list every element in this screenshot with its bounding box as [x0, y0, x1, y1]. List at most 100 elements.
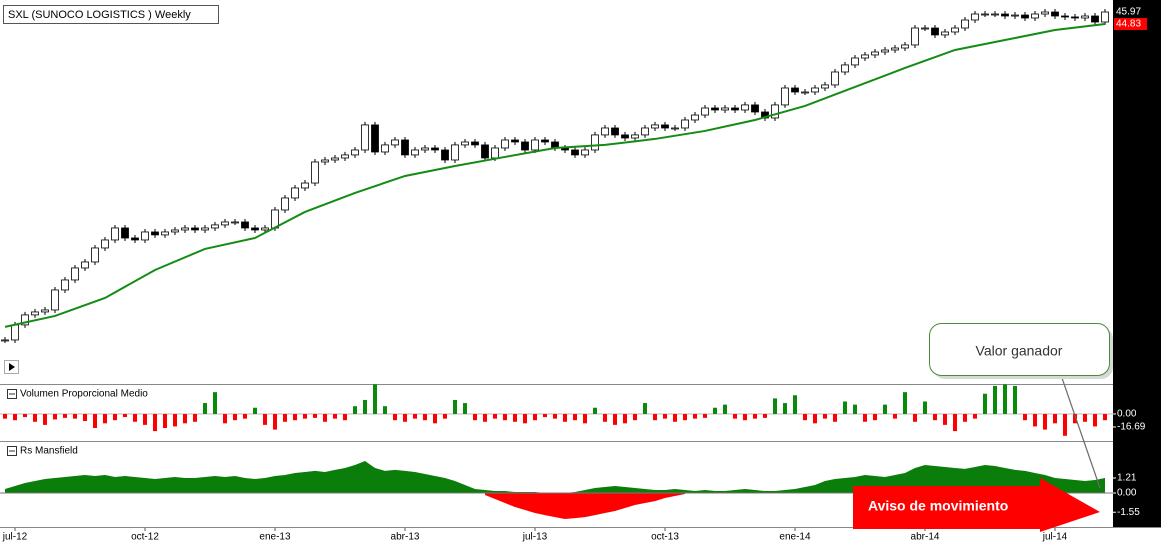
- callout-pointer: [1061, 377, 1101, 489]
- candle-body: [541, 139, 549, 143]
- candle-body: [51, 289, 59, 311]
- candle-body: [741, 104, 749, 111]
- volume-bar: [933, 413, 937, 421]
- candle-body: [1081, 15, 1089, 19]
- volume-bar: [553, 413, 557, 419]
- volume-bar: [463, 403, 467, 414]
- candle-body: [501, 139, 509, 149]
- candle-body: [831, 71, 839, 86]
- candle-body: [171, 229, 179, 233]
- candle-body: [371, 124, 379, 153]
- x-tick-label: ene-13: [259, 532, 291, 543]
- candle-body: [1091, 15, 1099, 23]
- candle-body: [91, 247, 99, 263]
- x-tick-label: abr-13: [391, 532, 420, 543]
- volume-bar: [893, 413, 897, 419]
- candle-body: [411, 149, 419, 156]
- volume-bar: [1013, 385, 1017, 414]
- volume-bar: [193, 413, 197, 422]
- candle-body: [291, 187, 299, 199]
- candle-body: [201, 227, 209, 231]
- volume-bar: [1053, 413, 1057, 424]
- volume-bar: [223, 413, 227, 424]
- candle-body: [971, 13, 979, 21]
- candle-body: [471, 141, 479, 146]
- candle-body: [711, 107, 719, 111]
- candle-body: [151, 231, 159, 236]
- candle-body: [621, 134, 629, 139]
- volume-bar: [73, 413, 77, 419]
- volume-bar: [183, 413, 187, 424]
- volume-bar: [303, 413, 307, 419]
- candle-body: [331, 157, 339, 161]
- candle-body: [1011, 14, 1019, 17]
- candle-body: [721, 107, 729, 111]
- candle-body: [1051, 11, 1059, 17]
- candle-body: [141, 231, 149, 241]
- volume-bar: [413, 413, 417, 419]
- candle-body: [1, 339, 9, 342]
- candle-body: [21, 314, 29, 326]
- volume-bar: [533, 413, 537, 421]
- candle-body: [851, 57, 859, 66]
- volume-bar: [513, 413, 517, 422]
- volume-bar: [713, 407, 717, 414]
- volume-bar: [853, 404, 857, 414]
- candle-body: [911, 27, 919, 46]
- candle-body: [41, 309, 49, 313]
- volume-bar: [983, 393, 987, 414]
- layer-plot: [0, 5, 1147, 531]
- candle-body: [221, 221, 229, 226]
- y-tick-label: -16.69: [1117, 422, 1146, 433]
- volume-bar: [453, 399, 457, 414]
- y-tick-label: 0.00: [1117, 488, 1137, 499]
- volume-bar: [93, 413, 97, 428]
- candle-body: [441, 149, 449, 161]
- candle-body: [301, 182, 309, 189]
- volume-bar: [973, 413, 977, 419]
- y-tick-label: 1.21: [1117, 473, 1137, 484]
- candle-body: [991, 13, 999, 16]
- candle-body: [751, 104, 759, 113]
- volume-bar: [1033, 413, 1037, 427]
- candle-body: [311, 161, 319, 184]
- candle-body: [481, 144, 489, 159]
- volume-bar: [1003, 384, 1007, 414]
- x-tick-label: abr-14: [911, 532, 940, 543]
- volume-bar: [283, 413, 287, 422]
- candle-body: [281, 197, 289, 211]
- candle-body: [951, 27, 959, 33]
- candle-body: [341, 154, 349, 159]
- candle-body: [921, 27, 929, 30]
- volume-bar: [353, 406, 357, 414]
- candle-body: [1041, 11, 1049, 15]
- volume-bar: [333, 413, 337, 419]
- volume-bar: [343, 413, 347, 421]
- volume-bar: [963, 413, 967, 422]
- volume-bar: [433, 413, 437, 424]
- candle-body: [801, 91, 809, 94]
- volume-bar: [13, 413, 17, 421]
- volume-bar: [423, 413, 427, 421]
- volume-bar: [793, 395, 797, 414]
- candle-body: [881, 49, 889, 53]
- panel-title: Volumen Proporcional Medio: [20, 389, 148, 400]
- volume-bar: [663, 413, 667, 419]
- candle-body: [511, 139, 519, 143]
- candle-body: [791, 87, 799, 93]
- candle-body: [351, 149, 359, 156]
- x-tick-label: jul-12: [2, 532, 28, 543]
- volume-bar: [733, 413, 737, 419]
- volume-bar: [483, 413, 487, 422]
- warning-text: Aviso de movimiento: [868, 498, 1008, 514]
- x-tick-label: jul-14: [1042, 532, 1068, 543]
- volume-bar: [723, 404, 727, 414]
- candle-body: [1031, 13, 1039, 19]
- volume-bar: [53, 413, 57, 420]
- price-label: 44.83: [1116, 19, 1141, 30]
- volume-bar: [873, 413, 877, 421]
- candle-body: [451, 144, 459, 161]
- volume-bar: [653, 413, 657, 421]
